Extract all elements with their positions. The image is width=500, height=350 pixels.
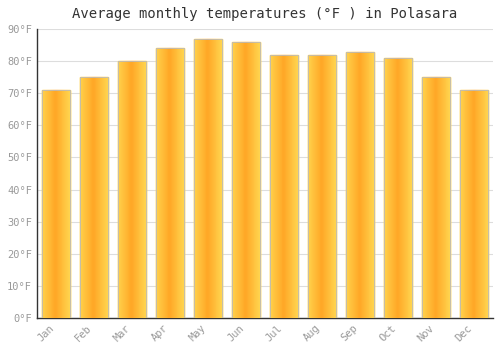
- Bar: [384, 58, 412, 318]
- Bar: [80, 77, 108, 318]
- Bar: [346, 51, 374, 318]
- Bar: [42, 90, 70, 318]
- Bar: [308, 55, 336, 318]
- Bar: [460, 90, 488, 318]
- Title: Average monthly temperatures (°F ) in Polasara: Average monthly temperatures (°F ) in Po…: [72, 7, 458, 21]
- Bar: [156, 48, 184, 318]
- Bar: [232, 42, 260, 318]
- Bar: [270, 55, 298, 318]
- Bar: [194, 39, 222, 318]
- Bar: [422, 77, 450, 318]
- Bar: [118, 61, 146, 318]
